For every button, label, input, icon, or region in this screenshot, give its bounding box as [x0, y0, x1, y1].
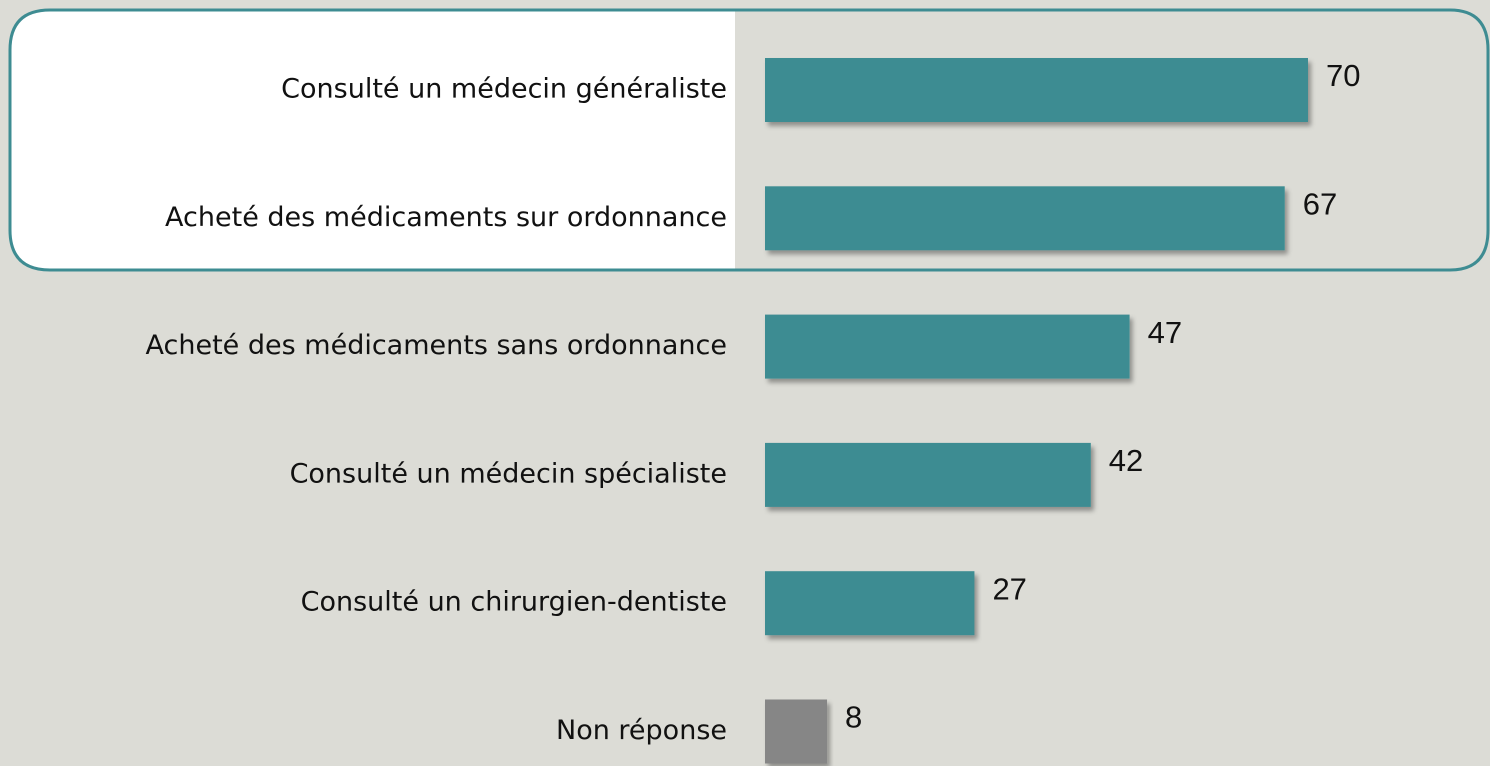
value-label: 70: [1326, 58, 1360, 93]
highlight-fill: [10, 10, 735, 270]
category-label: Non réponse: [556, 715, 727, 746]
category-label: Acheté des médicaments sur ordonnance: [165, 202, 727, 233]
value-label: 47: [1148, 315, 1182, 350]
category-label: Consulté un chirurgien-dentiste: [301, 587, 727, 618]
category-label: Acheté des médicaments sans ordonnance: [146, 330, 727, 361]
bar: [765, 571, 975, 636]
bar: [765, 58, 1308, 122]
category-label: Consulté un médecin généraliste: [281, 74, 727, 105]
highlight-box: [8, 8, 1490, 272]
category-label: Consulté un médecin spécialiste: [290, 458, 727, 489]
bar: [765, 442, 1091, 507]
value-label: 42: [1109, 443, 1143, 478]
bar: [765, 314, 1130, 379]
bar: [765, 699, 828, 764]
plot: Consulté un médecin généraliste 70 Acheté …: [146, 58, 1360, 764]
bar: [765, 186, 1285, 251]
value-label: 67: [1303, 186, 1337, 221]
value-label: 27: [992, 571, 1026, 606]
value-label: 8: [845, 700, 862, 735]
